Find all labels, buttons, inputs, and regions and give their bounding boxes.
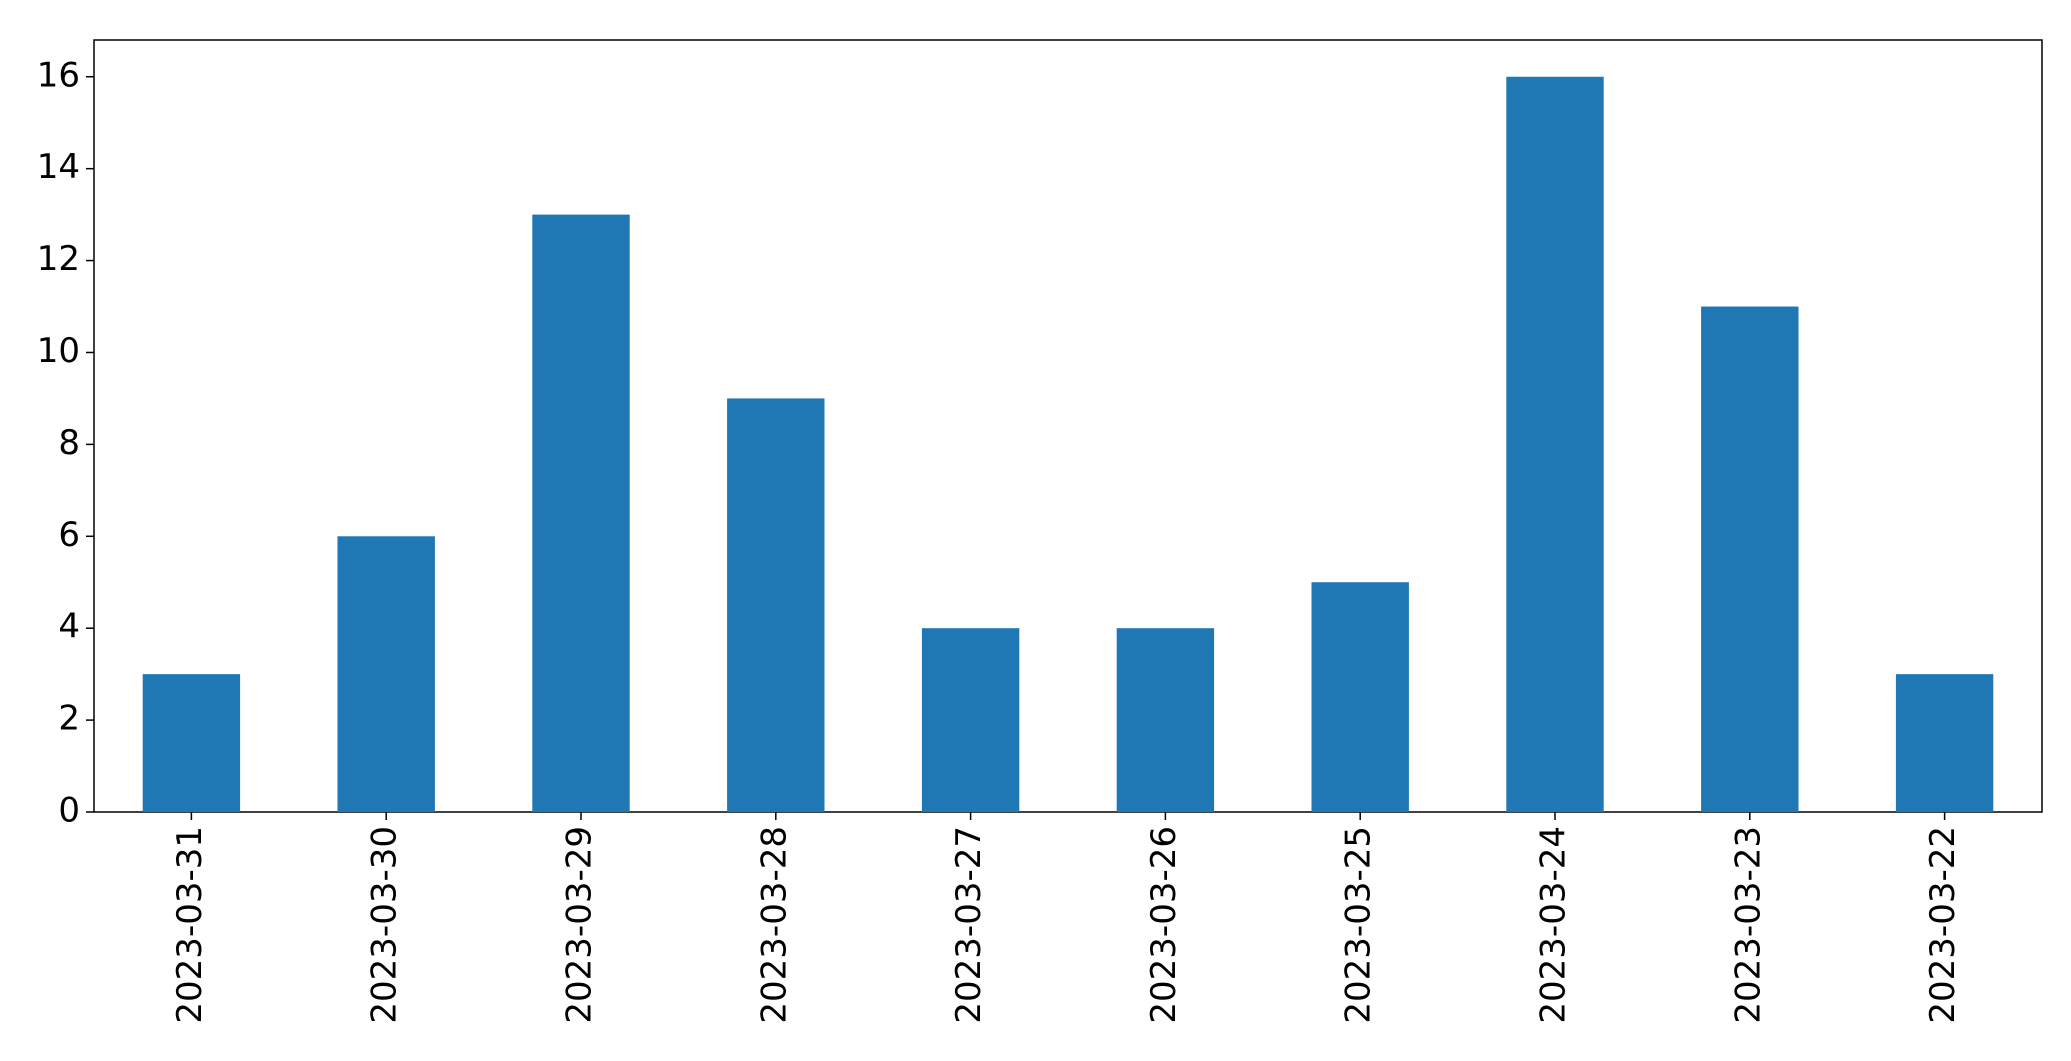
- bar: [1311, 582, 1409, 812]
- x-tick-label: 2023-03-29: [560, 826, 600, 1024]
- axes-frame: [93, 39, 2043, 813]
- bar: [1895, 674, 1994, 812]
- bar: [337, 536, 435, 812]
- y-tick-label: 8: [58, 423, 80, 463]
- bar: [921, 628, 1020, 812]
- y-tick-label: 14: [37, 147, 80, 187]
- y-tick-label: 4: [58, 607, 80, 647]
- x-tick-label: 2023-03-23: [1728, 826, 1768, 1024]
- x-tick-label: 2023-03-31: [170, 826, 210, 1024]
- x-tick-label: 2023-03-22: [1923, 826, 1963, 1024]
- x-tick-label: 2023-03-27: [949, 826, 989, 1024]
- y-tick-label: 0: [58, 791, 80, 831]
- bar: [532, 214, 630, 813]
- bar: [727, 398, 825, 812]
- y-tick-label: 16: [37, 55, 80, 95]
- y-tick-label: 2: [58, 699, 80, 739]
- bar: [1701, 306, 1799, 812]
- y-tick-label: 6: [58, 515, 80, 555]
- x-tick-label: 2023-03-28: [754, 826, 794, 1024]
- x-tick-label: 2023-03-25: [1339, 826, 1379, 1024]
- x-tick-label: 2023-03-30: [365, 826, 405, 1024]
- bar: [142, 674, 241, 812]
- x-tick-label: 2023-03-26: [1144, 826, 1184, 1024]
- x-tick-label: 2023-03-24: [1534, 826, 1574, 1024]
- y-tick-label: 10: [37, 331, 80, 371]
- bar: [1116, 628, 1215, 812]
- y-tick-label: 12: [37, 239, 80, 279]
- bar: [1506, 76, 1604, 812]
